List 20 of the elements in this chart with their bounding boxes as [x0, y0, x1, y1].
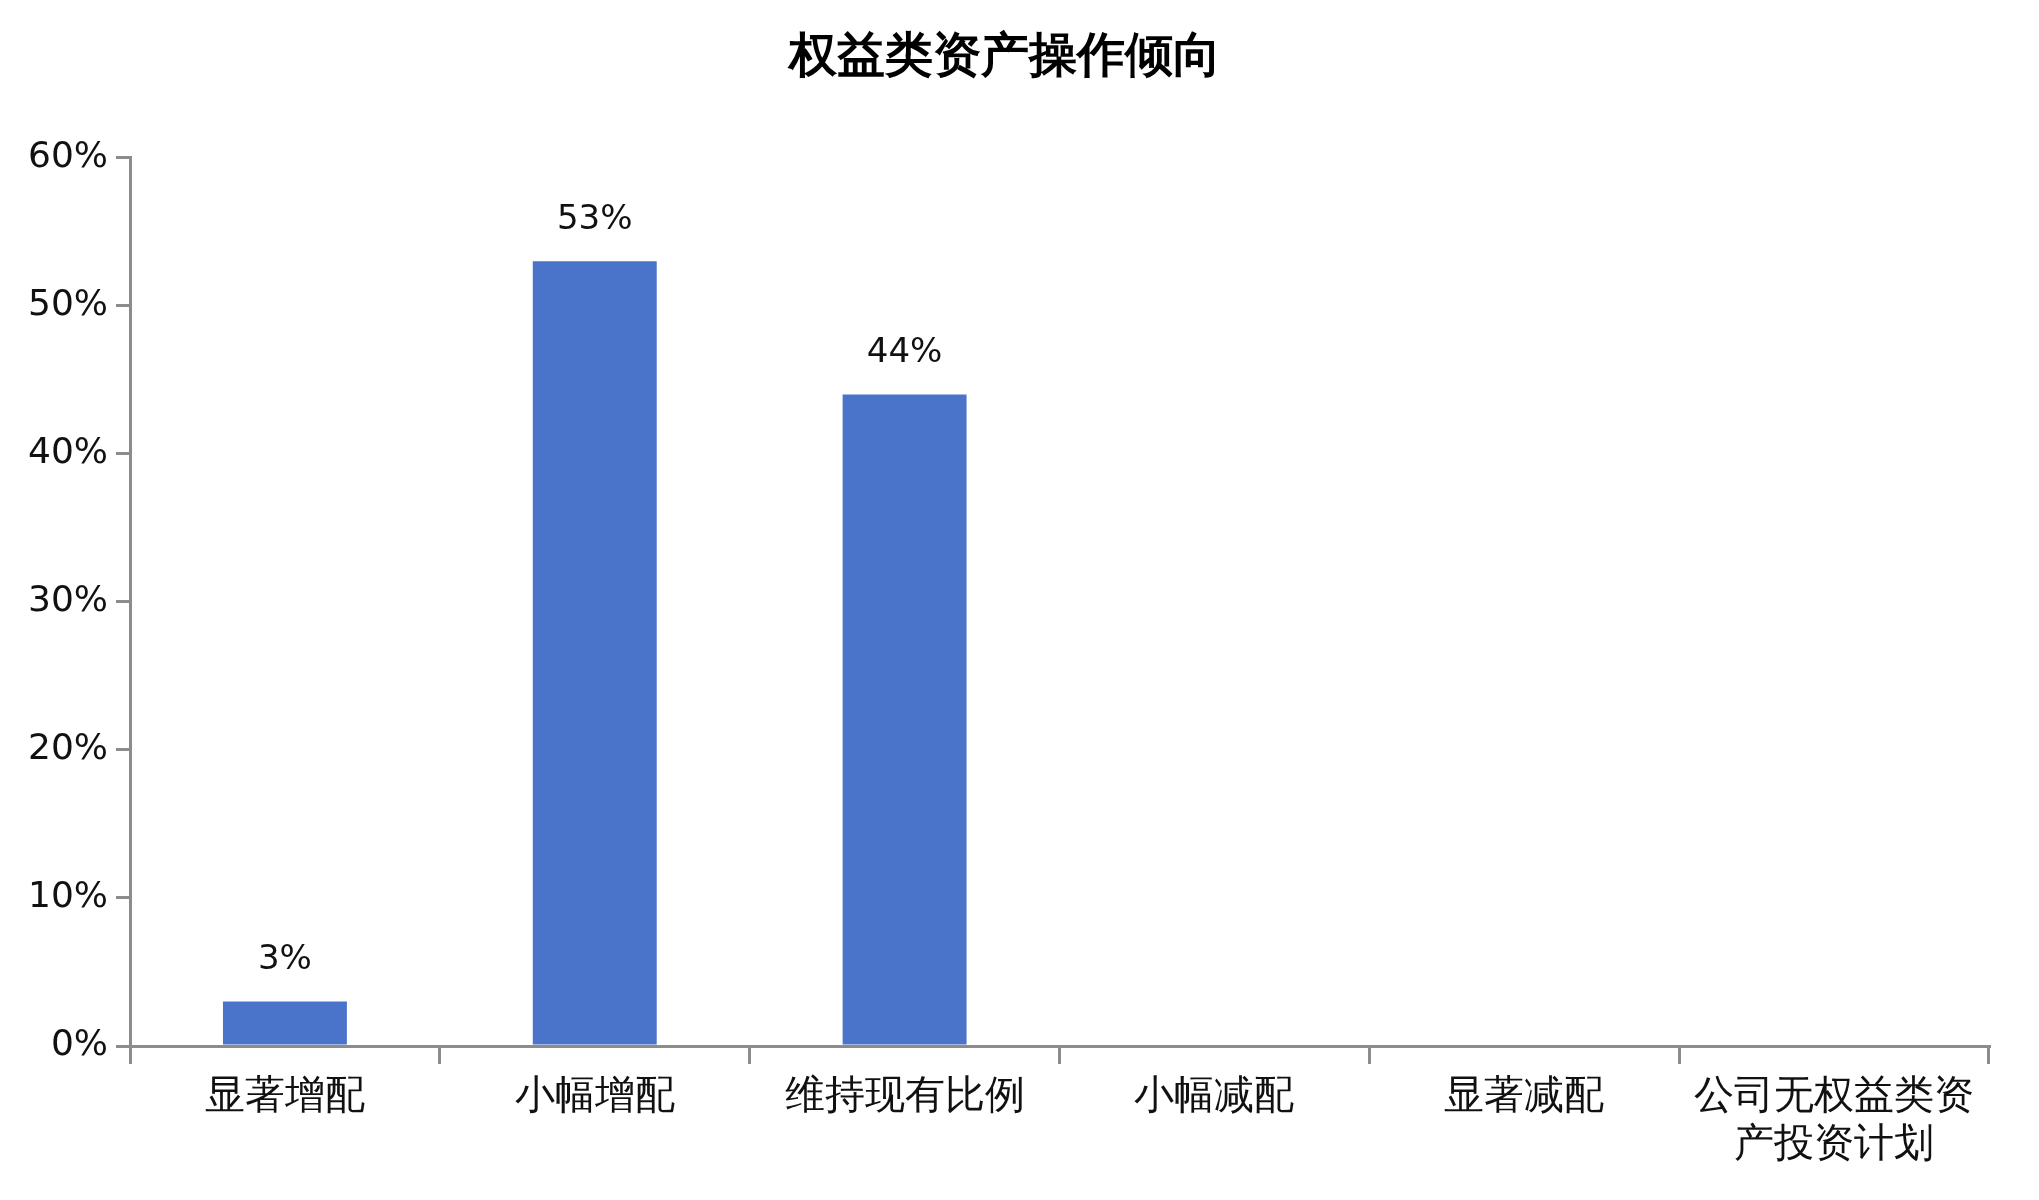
bar [532, 261, 657, 1045]
y-tick-label: 10% [28, 874, 109, 916]
x-tick-label: 公司无权益类资产投资计划 [1694, 1071, 1975, 1166]
data-label: 3% [257, 937, 312, 978]
y-tick-label: 40% [28, 430, 109, 472]
y-tick-label: 60% [28, 133, 109, 175]
y-tick-label: 50% [28, 282, 109, 324]
y-tick-label: 30% [28, 578, 109, 620]
y-tick-label: 0% [50, 1022, 109, 1064]
bar [222, 1001, 347, 1045]
chart-title: 权益类资产操作倾向 [786, 26, 1221, 83]
x-tick-label: 显著减配 [1444, 1071, 1605, 1118]
x-tick-label: 小幅减配 [1134, 1071, 1295, 1118]
x-tick-label: 显著增配 [204, 1071, 365, 1118]
data-label: 53% [556, 197, 633, 238]
x-tick-label: 小幅增配 [514, 1071, 675, 1118]
x-tick-label: 维持现有比例 [784, 1071, 1025, 1118]
data-label: 44% [866, 330, 943, 371]
bar [842, 394, 967, 1045]
y-tick-label: 20% [28, 726, 109, 768]
